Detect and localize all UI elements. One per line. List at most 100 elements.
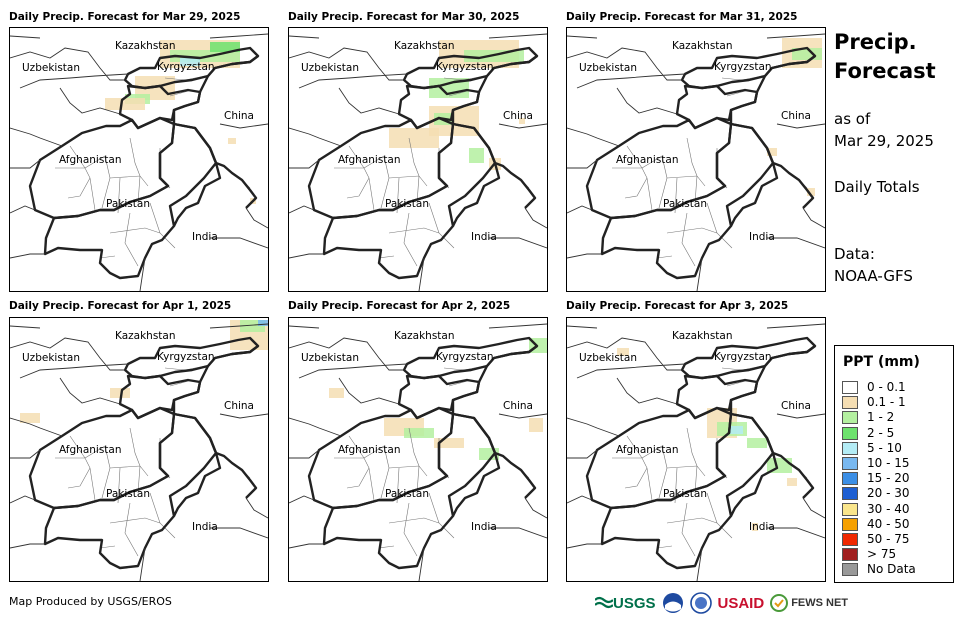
legend-item: 2 - 5 <box>842 426 894 440</box>
india-label: India <box>192 521 218 533</box>
pakistan-label: Pakistan <box>385 198 429 210</box>
legend-item: 1 - 2 <box>842 410 895 425</box>
legend-item: 5 - 10 <box>842 441 902 455</box>
uzbekistan-label: Uzbekistan <box>22 352 80 364</box>
precip-patch <box>329 388 344 398</box>
afghanistan-label: Afghanistan <box>616 444 679 456</box>
kyrgyzstan-label: Kyrgyzstan <box>157 61 215 73</box>
afghanistan-label: Afghanistan <box>616 154 679 166</box>
precip-layer <box>329 338 547 460</box>
precip-patch <box>747 438 767 448</box>
precip-patch <box>110 388 130 398</box>
kazakhstan-label: Kazakhstan <box>394 330 455 342</box>
kyrgyzstan-label: Kyrgyzstan <box>436 351 494 363</box>
country-outlines <box>307 336 539 570</box>
precip-patch <box>258 320 268 326</box>
legend-label: 30 - 40 <box>867 501 910 516</box>
fewsnet-logo: FEWS NET <box>770 594 848 612</box>
precip-patch <box>20 413 40 423</box>
kyrgyzstan-label: Kyrgyzstan <box>714 61 772 73</box>
kazakhstan-label: Kazakhstan <box>672 330 733 342</box>
precip-patch <box>404 428 434 438</box>
legend-swatch <box>842 563 858 577</box>
country-outlines <box>585 336 817 570</box>
pakistan-label: Pakistan <box>106 488 150 500</box>
china-label: China <box>224 110 254 122</box>
legend-swatch <box>842 487 858 501</box>
uzbekistan-label: Uzbekistan <box>579 62 637 74</box>
product-title: Precip. Forecast <box>834 30 936 83</box>
outer-borders <box>289 323 547 581</box>
country-outlines <box>28 46 260 280</box>
legend-item: 40 - 50 <box>842 517 910 531</box>
legend-label: 40 - 50 <box>867 516 910 531</box>
pakistan-outline <box>322 122 497 280</box>
china-border <box>729 345 816 499</box>
daily-totals-label: Daily Totals <box>834 178 920 196</box>
legend-item: 0.1 - 1 <box>842 395 906 410</box>
afghanistan-label: Afghanistan <box>338 444 401 456</box>
kazakhstan-label: Kazakhstan <box>672 40 733 52</box>
map-panel-apr3: Kazakhstan Uzbekistan Kyrgyzstan China A… <box>566 317 826 582</box>
afghanistan-outline <box>28 116 176 220</box>
china-label: China <box>781 110 811 122</box>
pakistan-outline <box>600 412 775 570</box>
legend-label: > 75 <box>867 547 897 562</box>
legend-label: No Data <box>867 562 916 577</box>
precip-layer <box>389 40 525 170</box>
precip-patch <box>105 98 145 110</box>
internal-borders <box>334 365 530 557</box>
kyrgyzstan-label: Kyrgyzstan <box>157 351 215 363</box>
afghanistan-label: Afghanistan <box>59 444 122 456</box>
pakistan-outline <box>322 412 497 570</box>
uzbekistan-label: Uzbekistan <box>301 62 359 74</box>
pakistan-label: Pakistan <box>663 198 707 210</box>
outer-borders <box>10 323 268 581</box>
precip-patch <box>389 128 439 148</box>
legend-swatch <box>842 457 858 470</box>
tajikistan-outline <box>118 374 202 420</box>
india-border <box>729 162 779 227</box>
usgs-wave-icon <box>595 596 613 609</box>
pakistan-outline <box>43 412 218 570</box>
outer-borders <box>289 33 547 291</box>
legend-swatch <box>842 396 858 410</box>
internal-borders <box>55 365 251 557</box>
legend-label: 1 - 2 <box>867 410 895 425</box>
pakistan-outline <box>43 122 218 280</box>
legend-item: > 75 <box>842 547 897 562</box>
precip-patch <box>729 426 743 434</box>
china-label: China <box>503 400 533 412</box>
india-border <box>451 452 501 517</box>
china-label: China <box>781 400 811 412</box>
kyrgyzstan-label: Kyrgyzstan <box>436 61 494 73</box>
india-label: India <box>192 231 218 243</box>
legend-swatch <box>842 517 858 531</box>
country-outlines <box>307 46 539 280</box>
map-panel-mar30: Kazakhstan Uzbekistan Kyrgyzstan China A… <box>288 27 548 292</box>
china-label: China <box>224 400 254 412</box>
fewsnet-globe-icon <box>770 594 789 612</box>
legend-swatch <box>842 411 858 425</box>
pakistan-label: Pakistan <box>385 488 429 500</box>
china-border <box>451 55 538 209</box>
legend-item: 50 - 75 <box>842 532 910 546</box>
map-panel-apr1: Kazakhstan Uzbekistan Kyrgyzstan China A… <box>9 317 269 582</box>
usaid-logo: USAID <box>717 594 765 612</box>
outer-borders <box>567 323 825 581</box>
map-panel-apr2: Kazakhstan Uzbekistan Kyrgyzstan China A… <box>288 317 548 582</box>
uzbekistan-label: Uzbekistan <box>22 62 80 74</box>
india-label: India <box>471 231 497 243</box>
precip-patch <box>767 148 777 156</box>
india-label: India <box>471 521 497 533</box>
legend-label: 15 - 20 <box>867 471 910 486</box>
data-source: Data: NOAA-GFS <box>834 245 913 285</box>
internal-borders <box>334 75 530 267</box>
doi-seal-icon <box>689 592 712 614</box>
map-panel-mar29: Kazakhstan Uzbekistan Kyrgyzstan China A… <box>9 27 269 292</box>
outer-borders <box>10 33 268 291</box>
noaa-icon <box>662 593 683 613</box>
uzbekistan-label: Uzbekistan <box>579 352 637 364</box>
kazakhstan-label: Kazakhstan <box>115 40 176 52</box>
